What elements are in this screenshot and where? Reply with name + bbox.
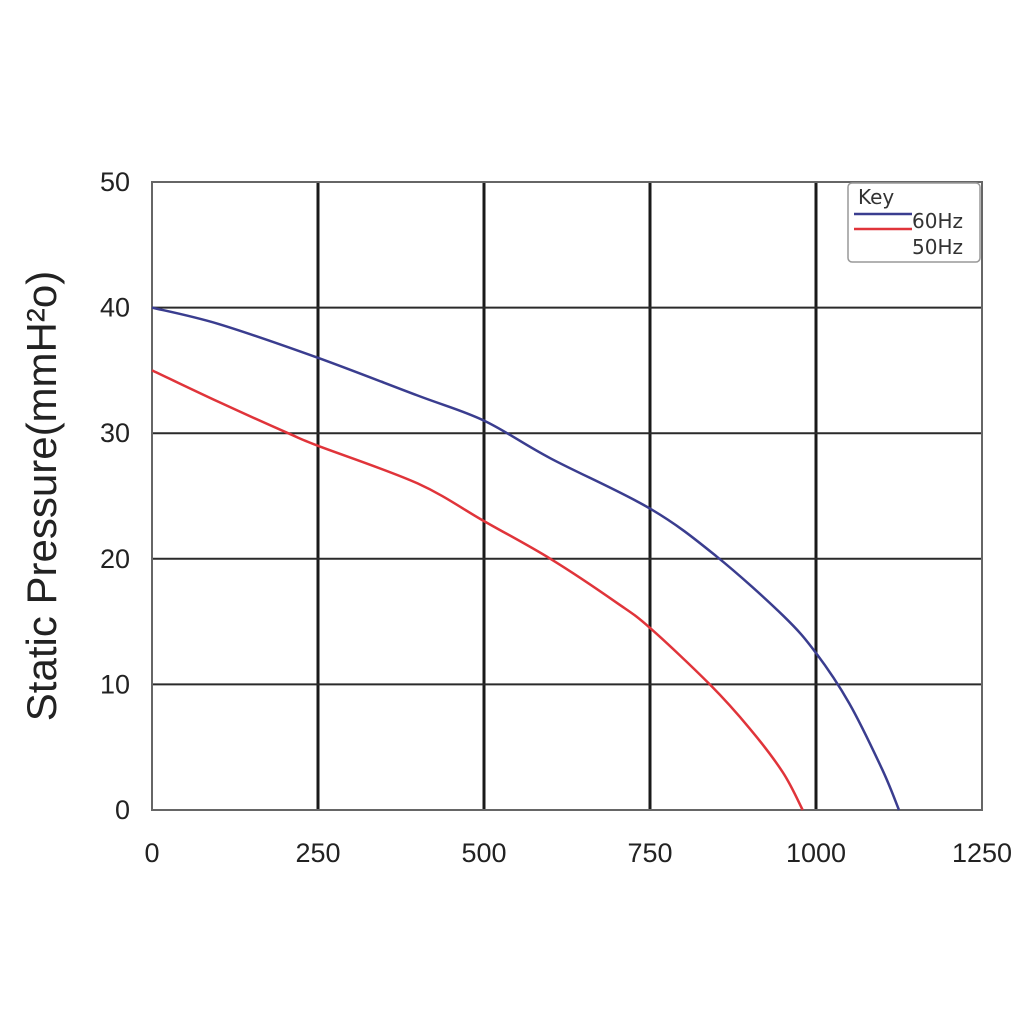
- y-tick-label-0: 0: [115, 795, 130, 825]
- y-tick-label-40: 40: [100, 293, 130, 323]
- x-axis-ticks: 0 250 500 750 1000 1250: [144, 838, 1012, 868]
- x-tick-label-1250: 1250: [952, 838, 1012, 868]
- x-tick-label-500: 500: [461, 838, 506, 868]
- plot-frame: [151, 181, 983, 811]
- series-line-60hz: [151, 306, 901, 811]
- gridlines: [152, 182, 982, 810]
- series-layer: [151, 306, 901, 811]
- legend-box: [847, 182, 981, 263]
- x-tick-label-1000: 1000: [786, 838, 846, 868]
- series-line-50hz: [151, 369, 804, 811]
- legend: Key 60Hz 50Hz: [847, 182, 981, 263]
- y-tick-label-20: 20: [100, 544, 130, 574]
- y-axis-label: Static Pressure(mmH²o): [18, 271, 65, 721]
- y-axis-ticks: 0 10 20 30 40 50: [100, 167, 130, 825]
- legend-label-50hz: 50Hz: [912, 235, 963, 259]
- y-tick-label-30: 30: [100, 418, 130, 448]
- x-tick-label-750: 750: [627, 838, 672, 868]
- y-tick-label-10: 10: [100, 669, 130, 699]
- legend-label-60hz: 60Hz: [912, 209, 963, 233]
- y-tick-label-50: 50: [100, 167, 130, 197]
- x-tick-label-0: 0: [144, 838, 159, 868]
- legend-title: Key: [858, 185, 894, 209]
- x-tick-label-250: 250: [295, 838, 340, 868]
